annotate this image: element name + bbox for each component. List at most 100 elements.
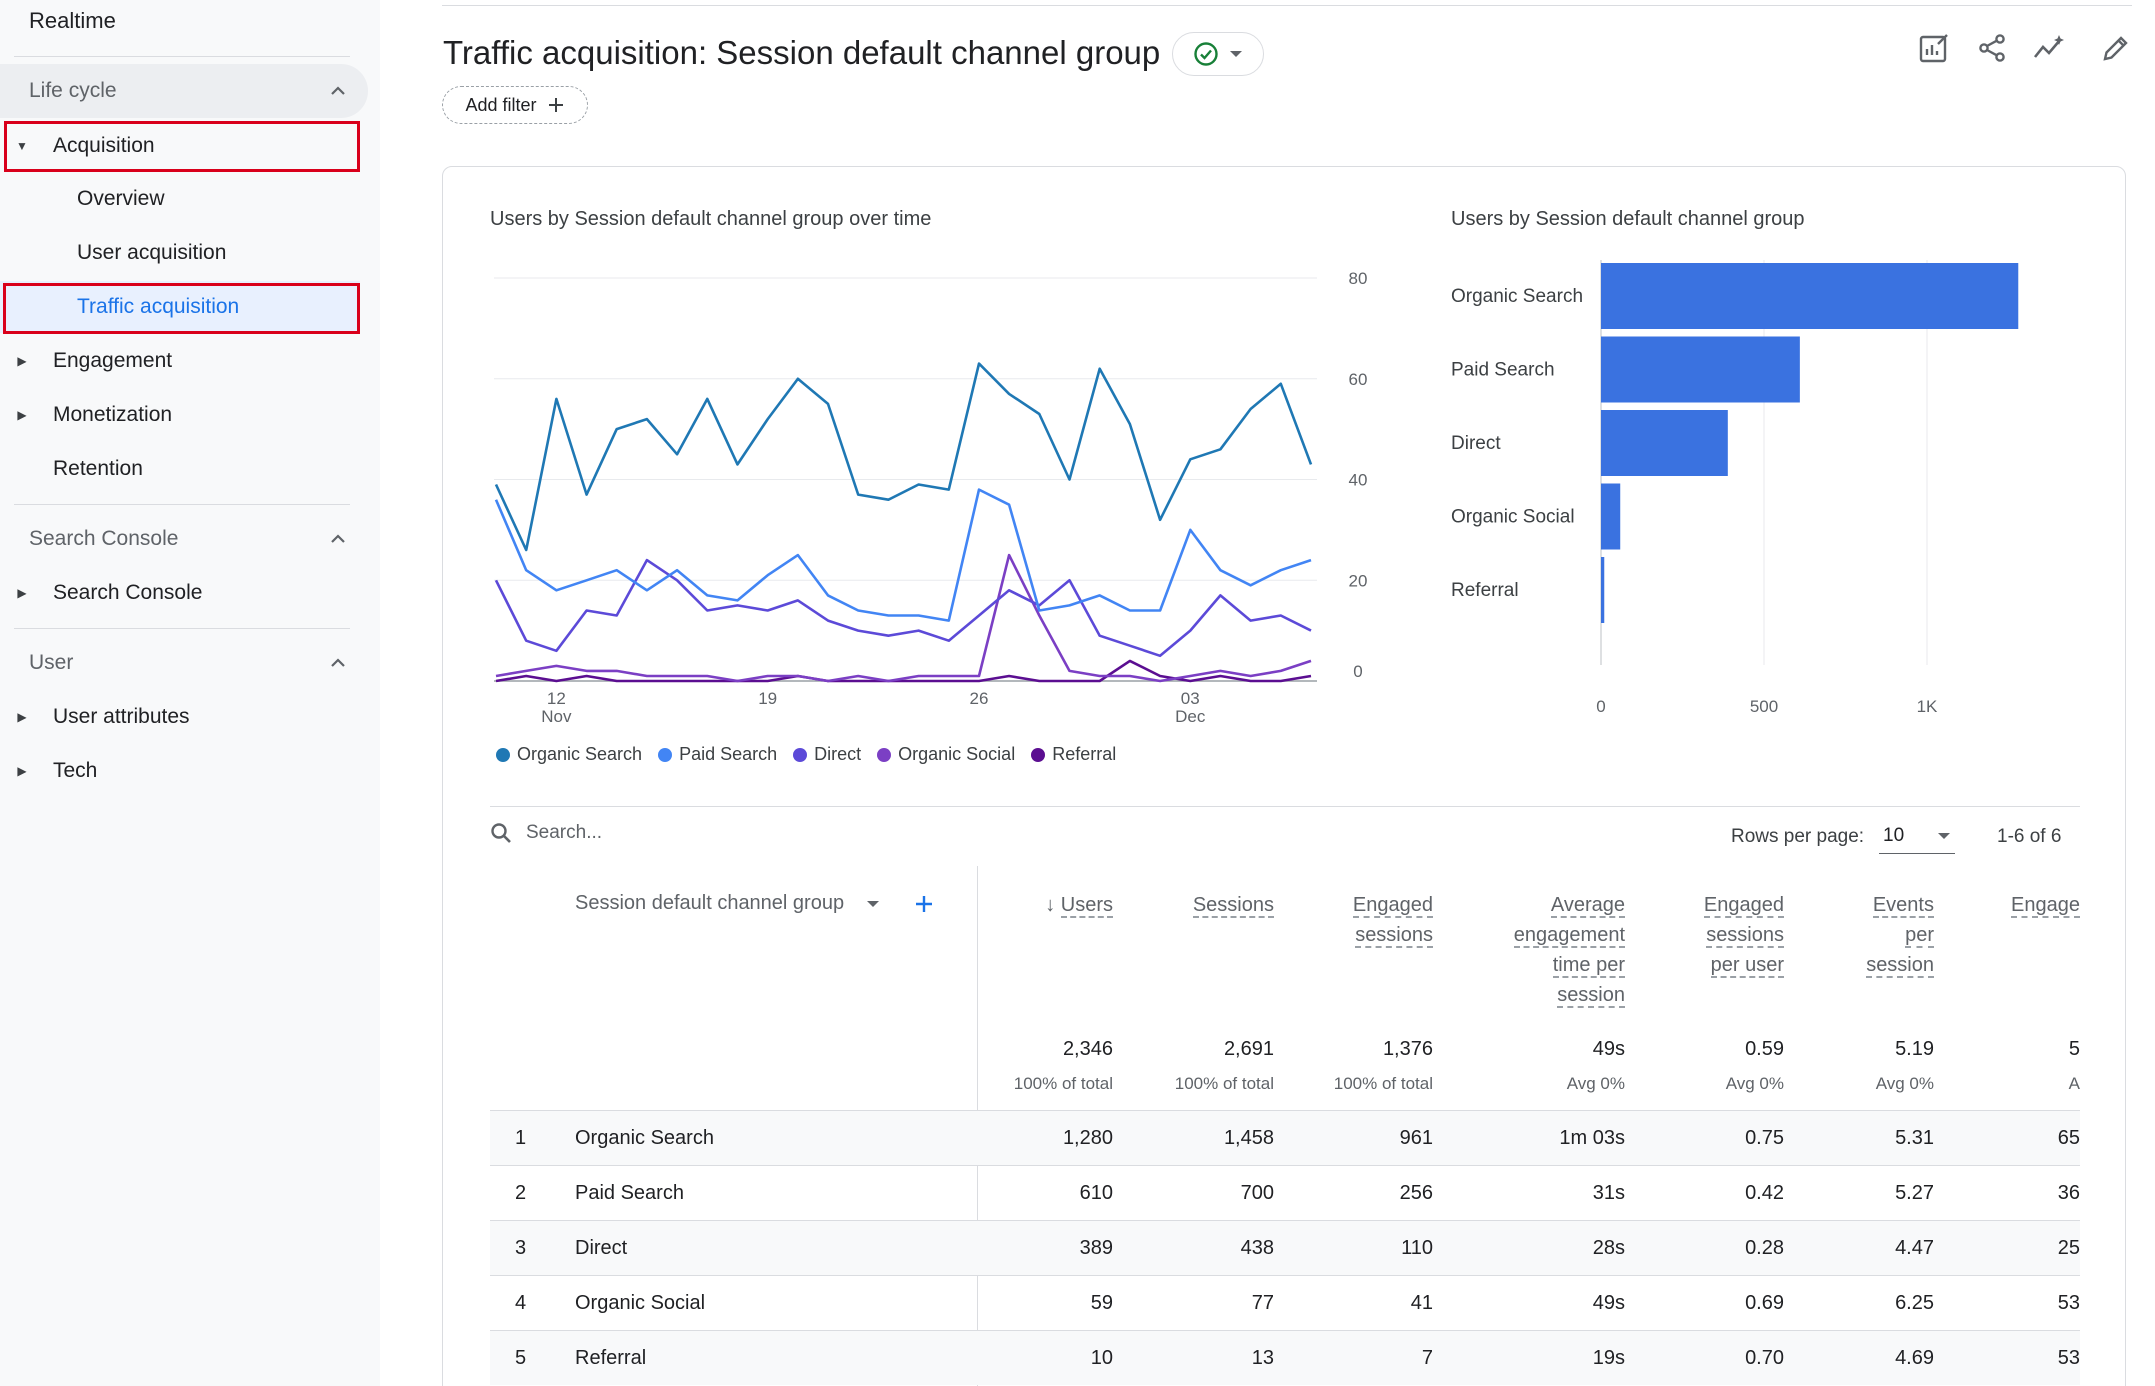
table-cell: 0.42 [1745, 1182, 1784, 1204]
table-cell: 700 [1240, 1182, 1274, 1204]
report-status-dropdown[interactable] [1172, 32, 1264, 76]
total-value: 5 [2068, 1038, 2080, 1060]
metric-header[interactable]: Events per session [1744, 890, 1934, 980]
row-dimension-value: Paid Search [575, 1182, 684, 1204]
series-line-organic-search[interactable] [494, 362, 1313, 552]
customize-report-button[interactable] [1916, 30, 1952, 66]
add-filter-button[interactable]: Add filter [442, 86, 588, 124]
nav-section-label: User [29, 651, 74, 674]
nav-item-tech[interactable]: ▶ Tech [0, 745, 360, 797]
nav-section-search-console[interactable]: Search Console [0, 512, 368, 566]
bar-organic-search[interactable] [1601, 263, 2019, 329]
nav-section-lifecycle[interactable]: Life cycle [0, 64, 368, 118]
series-line-organic-social[interactable] [495, 553, 1312, 683]
nav-divider [14, 56, 350, 57]
table-cell: 36 [2057, 1182, 2080, 1204]
nav-item-acquisition[interactable]: ▼ Acquisition [0, 120, 360, 172]
table-cell: 25 [2057, 1237, 2080, 1259]
rows-per-page-select[interactable]: 10 [1879, 818, 1955, 854]
nav-item-engagement[interactable]: ▶ Engagement [0, 335, 360, 387]
nav-section-label: Search Console [29, 527, 179, 550]
metric-header[interactable]: Average engagement time per session [1435, 890, 1625, 1010]
top-divider [442, 5, 2132, 6]
bar-category-label: Referral [1451, 580, 1519, 601]
bar-category-label: Organic Search [1451, 286, 1583, 307]
caret-down-icon: ▼ [16, 139, 28, 153]
table-cell: 0.69 [1745, 1292, 1784, 1314]
metric-header-label: sessions [1355, 924, 1433, 948]
bar-paid-search[interactable] [1601, 336, 1800, 403]
table-cell: 28s [1592, 1237, 1625, 1259]
table-search-input[interactable] [526, 822, 826, 844]
total-subtext: 100% of total [1174, 1074, 1274, 1093]
legend-swatch-icon [877, 747, 892, 762]
metric-header-label: Events [1872, 894, 1934, 918]
dimension-header-label: Session default channel group [575, 892, 845, 914]
total-subtext: Avg 0% [1566, 1074, 1625, 1093]
table-row[interactable]: 4 Organic Social 59 77 41 49s 0.69 6.25 53 [490, 1275, 2080, 1330]
table-row[interactable]: 3 Direct 389 438 110 28s 0.28 4.47 25 [490, 1220, 2080, 1275]
line-chart-title: Users by Session default channel group o… [490, 208, 932, 230]
table-row[interactable]: 1 Organic Search 1,280 1,458 961 1m 03s 0.75 5.… [490, 1110, 2080, 1165]
legend-swatch-icon [1031, 747, 1046, 762]
sort-arrow-icon: ↓ [1045, 894, 1061, 916]
nav-subitem-user-acquisition[interactable]: User acquisition [77, 241, 227, 264]
series-line-paid-search[interactable] [494, 488, 1312, 622]
table-row[interactable]: 5 Referral 10 13 7 19s 0.70 4.69 53 [490, 1330, 2080, 1385]
edit-button[interactable] [2098, 30, 2134, 66]
nav-item-monetization[interactable]: ▶ Monetization [0, 389, 360, 441]
x-tick-month-label: Dec [1175, 707, 1206, 726]
table-cell: 5.27 [1895, 1182, 1934, 1204]
nav-item-search-console[interactable]: ▶ Search Console [0, 567, 360, 619]
metric-header[interactable]: Engaged sessions [1243, 890, 1433, 950]
total-subtext: 100% of total [1333, 1074, 1433, 1093]
table-cell: 65 [2057, 1127, 2080, 1149]
plus-icon [548, 98, 563, 112]
nav-item-user-attributes[interactable]: ▶ User attributes [0, 691, 360, 743]
row-index: 3 [515, 1237, 527, 1259]
nav-subitem-overview[interactable]: Overview [77, 187, 165, 210]
metric-header-label: time per [1552, 954, 1625, 978]
x-tick-label: 19 [758, 689, 777, 708]
metric-header[interactable]: Sessions [1084, 890, 1274, 920]
legend-item[interactable]: Direct [793, 744, 861, 765]
dropdown-arrow-icon [867, 900, 880, 907]
dimension-header[interactable]: Session default channel group [575, 892, 934, 915]
table-row[interactable]: 2 Paid Search 610 700 256 31s 0.42 5.27 36 [490, 1165, 2080, 1220]
metric-header-label: Engage [2011, 894, 2080, 918]
bar-organic-social[interactable] [1601, 483, 1621, 550]
legend-item[interactable]: Paid Search [658, 744, 777, 765]
share-button[interactable] [1974, 30, 2010, 66]
x-tick-month-label: Nov [541, 707, 572, 726]
insights-button[interactable] [2032, 30, 2068, 66]
table-cell: 19s [1592, 1347, 1625, 1369]
y-tick-label: 60 [1349, 370, 1368, 389]
nav-item-realtime[interactable]: Realtime [29, 8, 116, 33]
legend-item[interactable]: Organic Search [496, 744, 642, 765]
metric-header-label: Users [1060, 894, 1113, 918]
series-line-direct[interactable] [494, 558, 1312, 658]
metric-header[interactable]: Engage [1890, 890, 2080, 920]
bar-referral[interactable] [1601, 557, 1605, 623]
nav-section-user[interactable]: User [0, 636, 368, 690]
table-top-divider [490, 806, 2080, 807]
bar-direct[interactable] [1601, 410, 1728, 476]
metric-header[interactable]: ↓ Users [923, 890, 1113, 920]
table-cell: 59 [1090, 1292, 1113, 1314]
total-subtext: Avg 0% [1875, 1074, 1934, 1093]
table-cell: 10 [1090, 1347, 1113, 1369]
metric-header-label: Engaged [1352, 894, 1433, 918]
x-tick-label: 26 [970, 689, 989, 708]
chevron-up-icon [331, 534, 345, 543]
metric-header-label: per [1905, 924, 1934, 948]
table-cell: 256 [1399, 1182, 1433, 1204]
nav-item-label: Acquisition [53, 134, 155, 157]
add-dimension-plus-icon[interactable] [914, 894, 934, 914]
metric-header-label: engagement [1513, 924, 1625, 948]
nav-item-retention[interactable]: Retention [0, 443, 360, 495]
metric-header[interactable]: Engaged sessions per user [1594, 890, 1784, 980]
legend-item[interactable]: Referral [1031, 744, 1116, 765]
row-dimension-value: Direct [575, 1237, 628, 1259]
legend-item[interactable]: Organic Social [877, 744, 1015, 765]
nav-subitem-traffic-acquisition[interactable]: Traffic acquisition [0, 281, 360, 333]
